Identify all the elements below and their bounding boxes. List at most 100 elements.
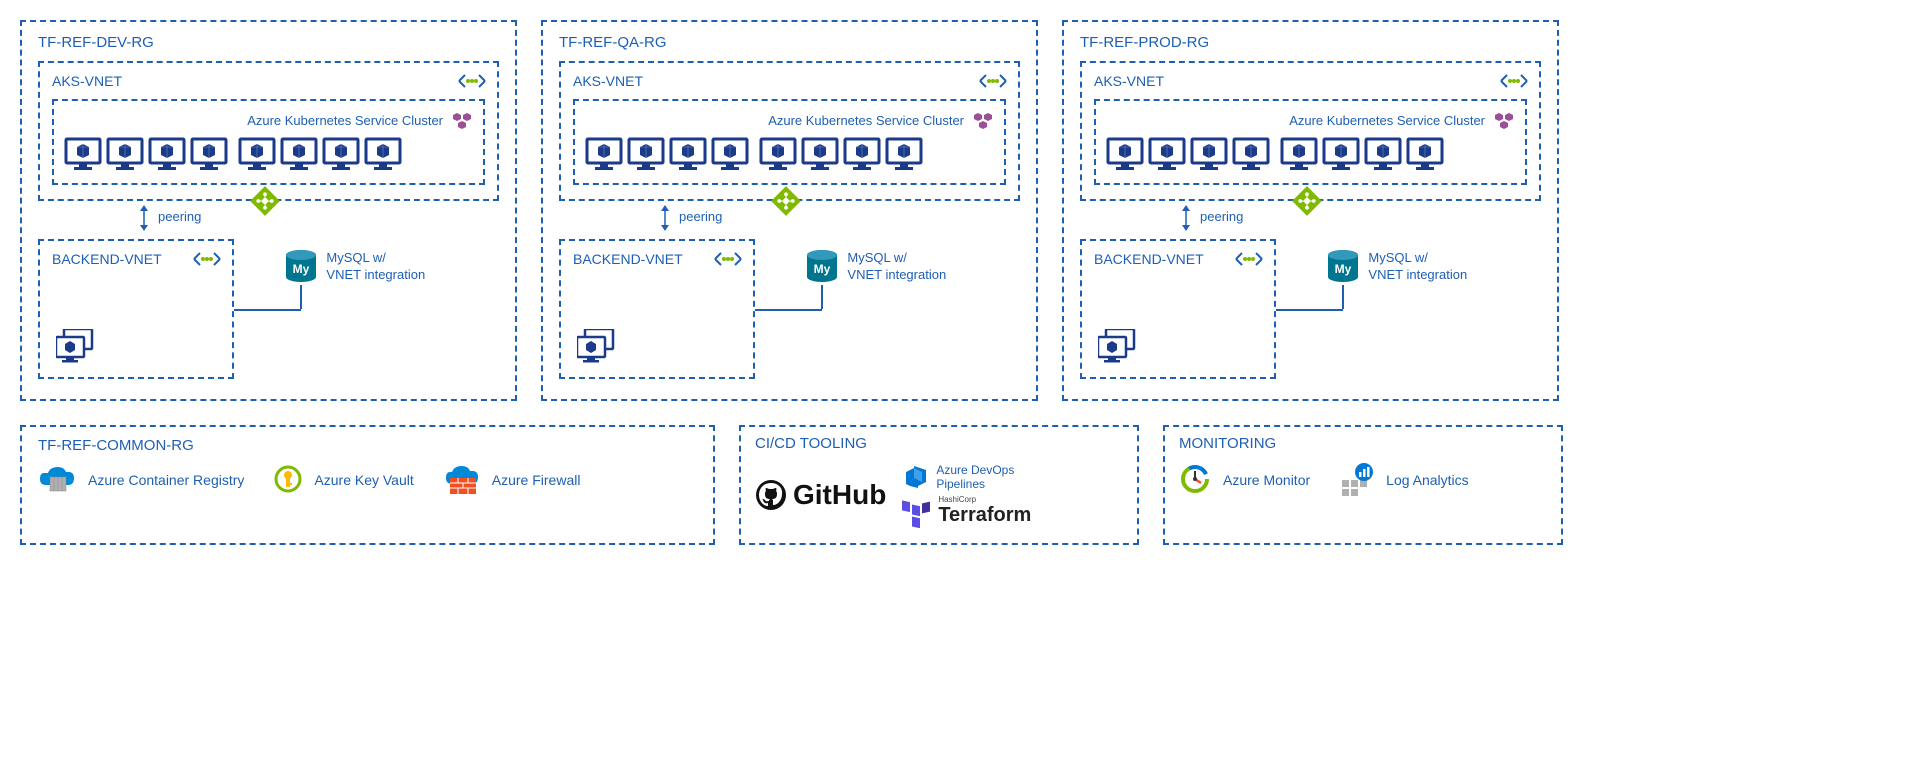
- cicd-section: CI/CD TOOLING GitHub Azure DevOps Pipeli…: [739, 425, 1139, 545]
- node-pools: [64, 137, 473, 171]
- vm-node-icon: [1106, 137, 1144, 171]
- vm-node-icon: [1322, 137, 1360, 171]
- load-balancer-icon: [1292, 186, 1322, 216]
- aks-vnet: AKS-VNET Azure Kubernetes Service Cluste…: [559, 61, 1020, 201]
- service-acr: Azure Container Registry: [38, 465, 244, 495]
- peering-arrow-icon: [138, 203, 150, 233]
- vm-node-icon: [364, 137, 402, 171]
- node-pool-1: [585, 137, 749, 171]
- mysql-connector: [1276, 309, 1343, 311]
- rg-qa: TF-REF-QA-RG AKS-VNET Azure Kubernetes S…: [541, 20, 1038, 401]
- service-label: Azure Key Vault: [314, 472, 413, 488]
- backend-vnet: BACKEND-VNET: [559, 239, 755, 379]
- mysql-connector: [1342, 285, 1344, 309]
- mysql-connector: [234, 309, 301, 311]
- vm-node-icon: [1148, 137, 1186, 171]
- service-log-analytics: Log Analytics: [1340, 462, 1469, 498]
- vm-node-icon: [885, 137, 923, 171]
- aks-vnet: AKS-VNET Azure Kubernetes Service Cluste…: [38, 61, 499, 201]
- service-keyvault: Azure Key Vault: [274, 465, 413, 495]
- monitoring-section: MONITORING Azure Monitor Log Analytics: [1163, 425, 1563, 545]
- vm-node-icon: [106, 137, 144, 171]
- node-pool-1: [1106, 137, 1270, 171]
- vnet-icon: [457, 71, 487, 91]
- load-balancer-icon: [250, 186, 280, 216]
- mysql-icon: [284, 249, 318, 285]
- mysql-icon: [1326, 249, 1360, 285]
- vnet-icon: [1234, 249, 1264, 269]
- github-icon: [755, 479, 787, 511]
- terraform-label: HashiCorp Terraform: [938, 497, 1031, 526]
- backend-vnet: BACKEND-VNET: [1080, 239, 1276, 379]
- mysql-label: MySQL w/ VNET integration: [326, 250, 425, 284]
- node-pool-1: [64, 137, 228, 171]
- vm-node-icon: [280, 137, 318, 171]
- mysql-icon: [805, 249, 839, 285]
- vm-node-icon: [1406, 137, 1444, 171]
- vnet-icon: [1499, 71, 1529, 91]
- backend-vnet: BACKEND-VNET: [38, 239, 234, 379]
- service-label: Azure Firewall: [492, 472, 581, 488]
- vm-node-icon: [801, 137, 839, 171]
- rg-title: TF-REF-PROD-RG: [1080, 34, 1541, 51]
- node-pool-2: [1280, 137, 1444, 171]
- vnet-icon: [978, 71, 1008, 91]
- rg-title: TF-REF-DEV-RG: [38, 34, 499, 51]
- vm-node-icon: [1232, 137, 1270, 171]
- node-pool-2: [759, 137, 923, 171]
- terraform-item: HashiCorp Terraform: [900, 496, 1031, 528]
- azure-monitor-icon: [1179, 463, 1213, 497]
- mysql-label: MySQL w/ VNET integration: [1368, 250, 1467, 284]
- service-label: Azure Monitor: [1223, 472, 1310, 488]
- mysql-connector: [300, 285, 302, 309]
- acr-icon: [38, 465, 78, 495]
- vm-node-icon: [1364, 137, 1402, 171]
- peering-arrow-icon: [659, 203, 671, 233]
- mysql-label: MySQL w/ VNET integration: [847, 250, 946, 284]
- vnet-icon: [192, 249, 222, 269]
- rg-prod: TF-REF-PROD-RG AKS-VNET Azure Kubernetes…: [1062, 20, 1559, 401]
- resource-groups-row: TF-REF-DEV-RG AKS-VNET Azure Kubernetes …: [20, 20, 1886, 401]
- mysql-service: MySQL w/ VNET integration: [284, 249, 499, 285]
- mysql-connector: [755, 309, 822, 311]
- peering-label: peering: [679, 209, 722, 224]
- rg-dev: TF-REF-DEV-RG AKS-VNET Azure Kubernetes …: [20, 20, 517, 401]
- aks-cluster-label: Azure Kubernetes Service Cluster: [247, 113, 443, 128]
- vm-node-icon: [669, 137, 707, 171]
- mysql-service: MySQL w/ VNET integration: [1326, 249, 1541, 285]
- devops-item: Azure DevOps Pipelines: [900, 462, 1031, 492]
- github-item: GitHub: [755, 479, 886, 511]
- vm-stack-icon: [1098, 329, 1138, 365]
- aks-cluster-label: Azure Kubernetes Service Cluster: [1289, 113, 1485, 128]
- vm-node-icon: [585, 137, 623, 171]
- aks-icon: [1491, 109, 1515, 131]
- cicd-title: CI/CD TOOLING: [755, 435, 1123, 452]
- monitoring-title: MONITORING: [1179, 435, 1547, 452]
- vm-node-icon: [1190, 137, 1228, 171]
- devops-icon: [900, 462, 930, 492]
- peering-label: peering: [158, 209, 201, 224]
- service-label: Log Analytics: [1386, 472, 1469, 488]
- aks-icon: [970, 109, 994, 131]
- node-pool-2: [238, 137, 402, 171]
- aks-vnet-label: AKS-VNET: [1094, 73, 1527, 89]
- vm-node-icon: [148, 137, 186, 171]
- devops-label: Azure DevOps Pipelines: [936, 463, 1014, 492]
- vm-node-icon: [711, 137, 749, 171]
- aks-cluster: Azure Kubernetes Service Cluster: [1094, 99, 1527, 185]
- aks-cluster: Azure Kubernetes Service Cluster: [52, 99, 485, 185]
- common-rg-title: TF-REF-COMMON-RG: [38, 437, 697, 454]
- mysql-service: MySQL w/ VNET integration: [805, 249, 1020, 285]
- firewall-icon: [444, 464, 482, 496]
- keyvault-icon: [274, 465, 304, 495]
- common-rg: TF-REF-COMMON-RG Azure Container Registr…: [20, 425, 715, 545]
- service-azure-monitor: Azure Monitor: [1179, 463, 1310, 497]
- aks-cluster: Azure Kubernetes Service Cluster: [573, 99, 1006, 185]
- log-analytics-icon: [1340, 462, 1376, 498]
- peering-label: peering: [1200, 209, 1243, 224]
- aks-vnet-label: AKS-VNET: [52, 73, 485, 89]
- service-firewall: Azure Firewall: [444, 464, 581, 496]
- terraform-icon: [900, 496, 932, 528]
- bottom-row: TF-REF-COMMON-RG Azure Container Registr…: [20, 425, 1886, 545]
- mysql-connector: [821, 285, 823, 309]
